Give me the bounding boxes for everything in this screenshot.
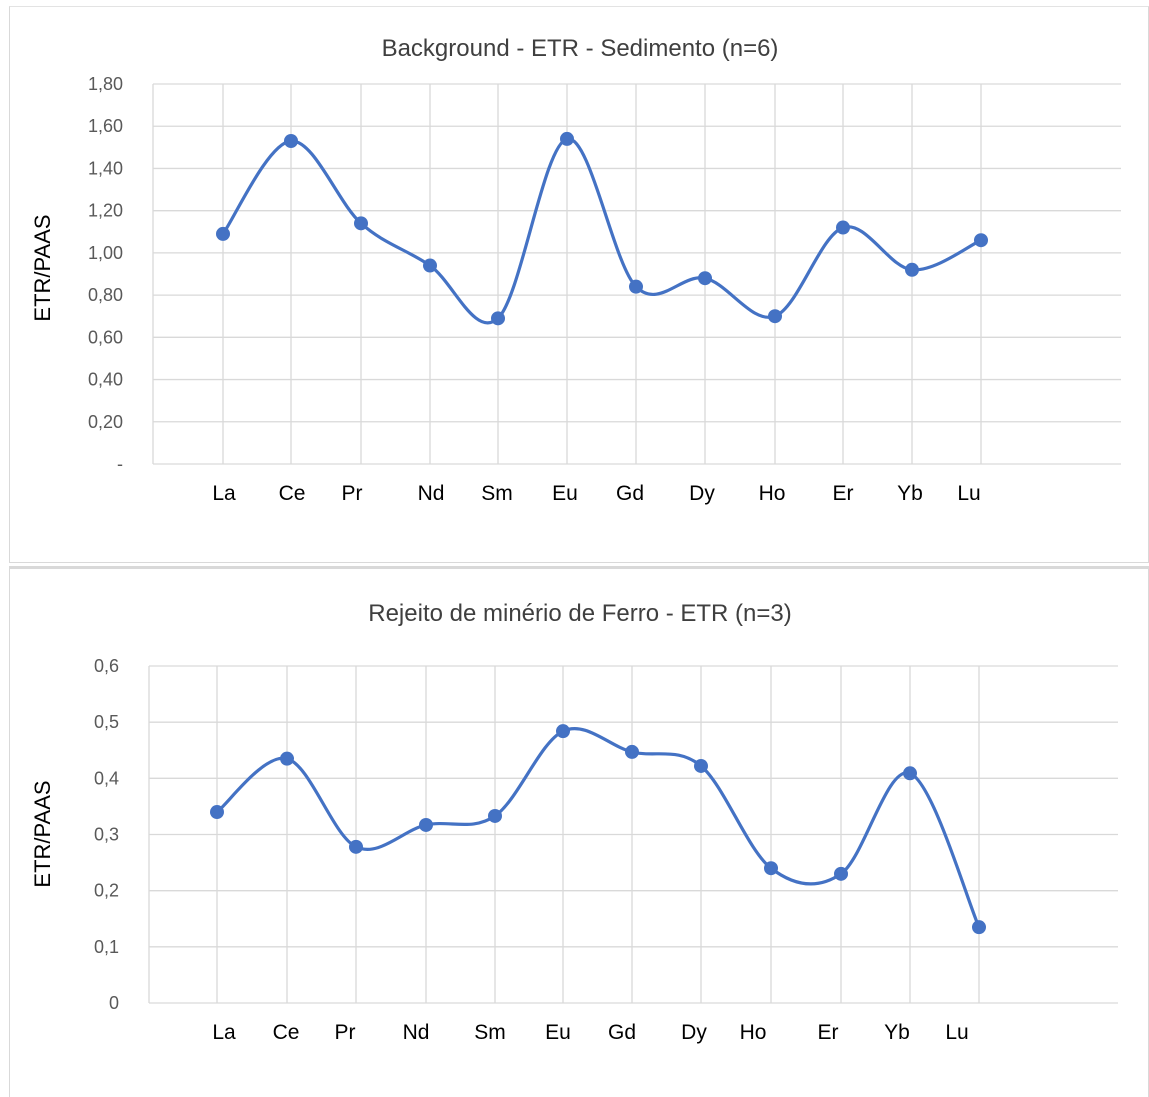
x-tick-label: Ce [273, 1021, 300, 1044]
x-tick-label: Sm [481, 482, 513, 505]
data-point [836, 220, 850, 235]
y-tick-label: 0,80 [88, 285, 123, 305]
y-axis-label: ETR/PAAS [30, 214, 55, 321]
data-point [284, 134, 298, 148]
data-point [280, 751, 294, 766]
chart-panel-top [9, 6, 1149, 563]
data-point [694, 758, 708, 773]
gridlines [152, 83, 1121, 465]
chart-rejeito: Rejeito de minério de Ferro - ETR (n=3) … [30, 600, 1118, 1044]
x-tick-label: Lu [945, 1021, 968, 1044]
chart-title: Background - ETR - Sedimento (n=6) [382, 35, 779, 62]
data-point [488, 808, 502, 823]
x-tick-label: Sm [474, 1021, 506, 1044]
y-tick-label: 0,2 [94, 881, 119, 901]
data-point [974, 233, 988, 248]
x-tick-label: Eu [545, 1021, 571, 1044]
data-point [419, 817, 433, 832]
x-category-labels: La Ce Pr Nd Sm Eu Gd Dy Ho Er Yb Lu [212, 482, 980, 505]
data-point [210, 805, 224, 820]
x-tick-label: Ho [740, 1021, 767, 1044]
data-point [556, 724, 570, 739]
data-point [768, 309, 782, 324]
data-point [491, 311, 505, 326]
x-tick-label: Eu [552, 482, 578, 505]
x-tick-label: Ho [759, 482, 786, 505]
x-tick-label: Pr [342, 482, 363, 505]
y-tick-label: 1,00 [88, 243, 123, 263]
x-tick-label: La [212, 1021, 236, 1044]
data-point [423, 258, 437, 273]
data-point [560, 131, 574, 146]
data-points [210, 724, 986, 935]
y-tick-label: 1,40 [88, 158, 123, 178]
x-tick-label: Er [833, 482, 854, 505]
data-point [972, 920, 986, 935]
data-point [905, 262, 919, 277]
x-tick-label: Yb [884, 1021, 910, 1044]
data-point [764, 861, 778, 876]
x-tick-label: La [212, 482, 236, 505]
y-axis-label: ETR/PAAS [30, 780, 55, 887]
y-tick-label: 1,20 [88, 201, 123, 221]
x-tick-label: Dy [689, 482, 715, 505]
x-tick-label: Lu [957, 482, 980, 505]
y-tick-label: 0,1 [94, 937, 119, 957]
y-tick-label: 0,20 [88, 412, 123, 432]
y-tick-label: 0 [109, 993, 119, 1013]
y-tick-label: 0,5 [94, 712, 119, 732]
data-point [216, 226, 230, 241]
x-tick-label: Er [818, 1021, 839, 1044]
x-tick-label: Nd [418, 482, 445, 505]
x-tick-label: Gd [608, 1021, 636, 1044]
chart-title: Rejeito de minério de Ferro - ETR (n=3) [368, 600, 792, 627]
x-category-labels: La Ce Pr Nd Sm Eu Gd Dy Ho Er Yb Lu [212, 1021, 968, 1044]
data-point [629, 279, 643, 294]
y-tick-labels: 0 0,1 0,2 0,3 0,4 0,5 0,6 [94, 656, 119, 1013]
y-tick-label: 0,3 [94, 825, 119, 845]
series-line [215, 727, 981, 928]
gridlines [148, 665, 1118, 1004]
data-point [903, 766, 917, 781]
y-tick-label: - [117, 454, 123, 474]
y-tick-label: 0,40 [88, 370, 123, 390]
data-point [354, 216, 368, 231]
chart-panel-bottom [9, 566, 1149, 1097]
y-tick-label: 1,80 [88, 74, 123, 94]
x-tick-label: Pr [335, 1021, 356, 1044]
y-tick-label: 0,4 [94, 768, 119, 788]
x-tick-label: Ce [279, 482, 306, 505]
x-tick-label: Nd [403, 1021, 430, 1044]
x-tick-label: Yb [897, 482, 923, 505]
y-tick-labels: - 0,20 0,40 0,60 0,80 1,00 1,20 1,40 1,60 1,80 [88, 74, 123, 474]
data-point [834, 866, 848, 881]
data-point [349, 839, 363, 854]
data-point [698, 271, 712, 286]
chart-sedimento: Background - ETR - Sedimento (n=6) ETR/P… [30, 35, 1121, 505]
y-tick-label: 0,60 [88, 327, 123, 347]
data-point [625, 744, 639, 759]
y-tick-label: 1,60 [88, 116, 123, 136]
data-points [216, 131, 988, 326]
y-tick-label: 0,6 [94, 656, 119, 676]
x-tick-label: Gd [616, 482, 644, 505]
x-tick-label: Dy [681, 1021, 707, 1044]
